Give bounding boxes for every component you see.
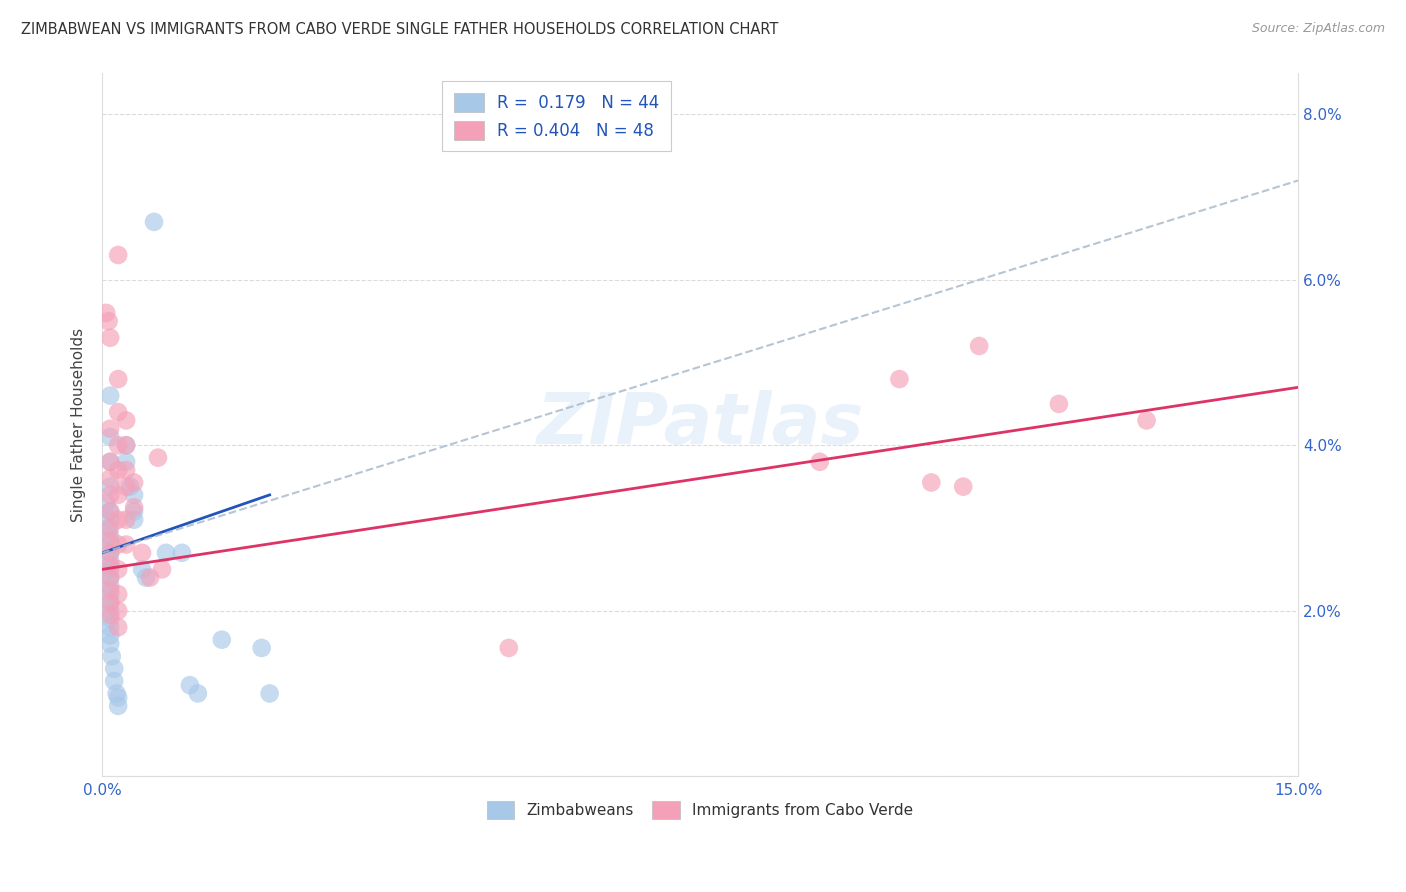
Point	[115, 513, 138, 527]
Point	[146, 450, 169, 465]
Text: Source: ZipAtlas.com: Source: ZipAtlas.com	[1251, 22, 1385, 36]
Point	[107, 438, 129, 452]
Point	[98, 422, 121, 436]
Point	[107, 562, 129, 576]
Point	[98, 521, 121, 535]
Point	[97, 521, 120, 535]
Point	[250, 640, 273, 655]
Point	[105, 686, 128, 700]
Point	[98, 389, 121, 403]
Point	[107, 698, 129, 713]
Point	[107, 405, 129, 419]
Point	[98, 471, 121, 485]
Point	[98, 595, 121, 609]
Point	[170, 546, 193, 560]
Point	[498, 640, 520, 655]
Point	[115, 438, 138, 452]
Point	[101, 649, 124, 664]
Point	[98, 513, 121, 527]
Point	[98, 554, 121, 568]
Point	[1047, 397, 1070, 411]
Point	[139, 571, 162, 585]
Point	[143, 215, 166, 229]
Point	[179, 678, 201, 692]
Point	[98, 637, 121, 651]
Point	[808, 455, 831, 469]
Point	[1135, 413, 1157, 427]
Point	[98, 607, 121, 622]
Point	[107, 248, 129, 262]
Point	[122, 513, 145, 527]
Point	[98, 604, 121, 618]
Point	[131, 562, 153, 576]
Y-axis label: Single Father Households: Single Father Households	[72, 327, 86, 522]
Point	[952, 480, 974, 494]
Point	[889, 372, 911, 386]
Point	[115, 413, 138, 427]
Point	[131, 546, 153, 560]
Point	[120, 480, 142, 494]
Point	[107, 488, 129, 502]
Point	[259, 686, 281, 700]
Point	[122, 504, 145, 518]
Point	[98, 546, 121, 560]
Point	[135, 571, 157, 585]
Point	[98, 562, 121, 576]
Point	[211, 632, 233, 647]
Point	[122, 475, 145, 490]
Point	[103, 662, 125, 676]
Point	[98, 533, 121, 548]
Point	[98, 480, 121, 494]
Point	[107, 587, 129, 601]
Point	[98, 546, 121, 560]
Legend: Zimbabweans, Immigrants from Cabo Verde: Zimbabweans, Immigrants from Cabo Verde	[481, 795, 920, 825]
Point	[107, 463, 129, 477]
Point	[967, 339, 990, 353]
Point	[98, 455, 121, 469]
Point	[98, 571, 121, 585]
Point	[920, 475, 942, 490]
Point	[107, 372, 129, 386]
Point	[98, 529, 121, 543]
Point	[150, 562, 173, 576]
Point	[103, 673, 125, 688]
Point	[98, 582, 121, 597]
Point	[115, 438, 138, 452]
Point	[98, 579, 121, 593]
Point	[98, 620, 121, 634]
Point	[98, 331, 121, 345]
Point	[98, 488, 121, 502]
Point	[122, 500, 145, 515]
Point	[96, 496, 118, 510]
Point	[98, 571, 121, 585]
Point	[98, 612, 121, 626]
Point	[98, 504, 121, 518]
Point	[97, 314, 120, 328]
Point	[96, 306, 118, 320]
Point	[98, 628, 121, 642]
Point	[107, 604, 129, 618]
Point	[115, 537, 138, 551]
Point	[122, 488, 145, 502]
Point	[98, 455, 121, 469]
Text: ZIPatlas: ZIPatlas	[537, 390, 863, 459]
Point	[115, 463, 138, 477]
Point	[155, 546, 177, 560]
Point	[107, 537, 129, 551]
Point	[98, 537, 121, 551]
Point	[107, 690, 129, 705]
Point	[98, 430, 121, 444]
Point	[107, 513, 129, 527]
Point	[98, 587, 121, 601]
Point	[98, 595, 121, 609]
Point	[98, 504, 121, 518]
Point	[187, 686, 209, 700]
Point	[115, 480, 138, 494]
Text: ZIMBABWEAN VS IMMIGRANTS FROM CABO VERDE SINGLE FATHER HOUSEHOLDS CORRELATION CH: ZIMBABWEAN VS IMMIGRANTS FROM CABO VERDE…	[21, 22, 779, 37]
Point	[115, 455, 138, 469]
Point	[107, 620, 129, 634]
Point	[98, 558, 121, 573]
